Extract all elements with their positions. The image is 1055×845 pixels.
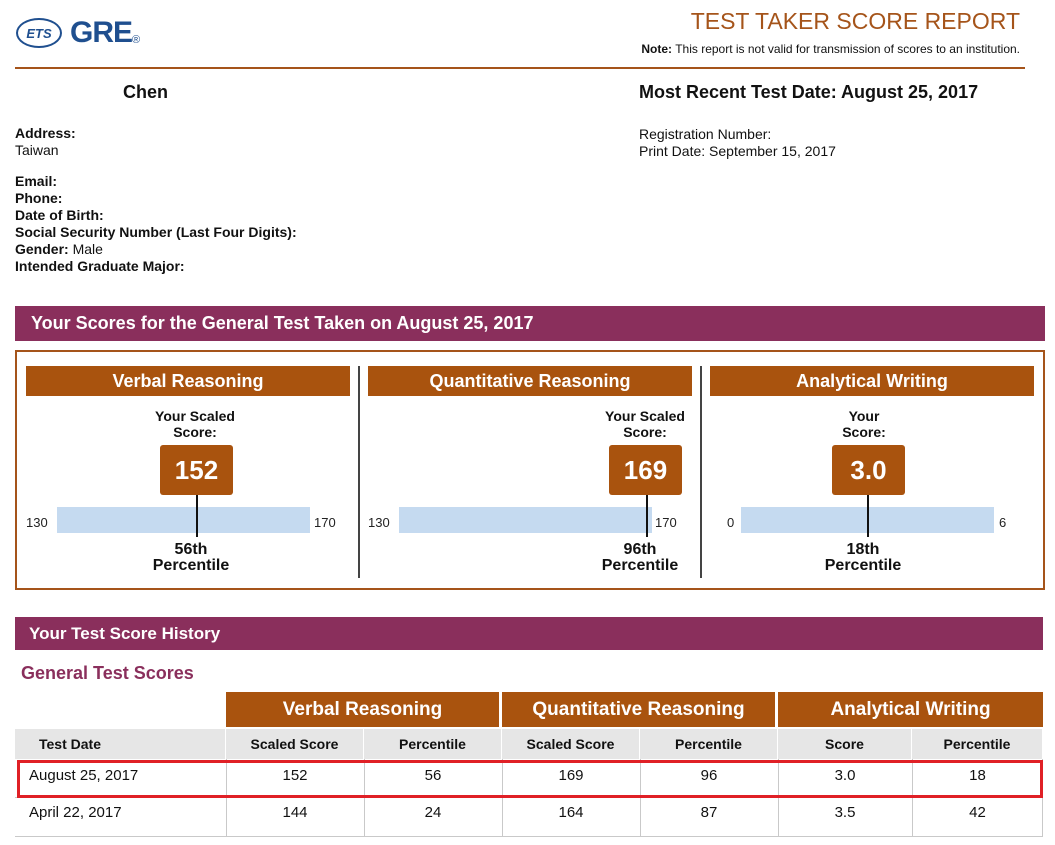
writing-max-label: 6	[999, 515, 1007, 530]
quant-score-label: Your Scaled Score:	[605, 408, 685, 440]
print-date: Print Date: September 15, 2017	[639, 143, 836, 159]
note-label: Note:	[641, 42, 673, 56]
dob-label: Date of Birth:	[15, 207, 104, 223]
column-header-writing-percentile: Percentile	[912, 729, 1043, 759]
quant-max-label: 170	[655, 515, 677, 530]
quant-score-marker	[646, 495, 648, 537]
history-row-date: April 22, 2017	[29, 803, 122, 821]
history-section-title: Your Test Score History	[29, 623, 221, 643]
header-divider	[15, 67, 1025, 69]
registration-number-label: Registration Number:	[639, 126, 772, 142]
table-row: April 22, 2017 144 24 164 87 3.5 42	[15, 797, 1043, 827]
history-row-quant-percentile: 87	[700, 803, 718, 821]
phone-label: Phone:	[15, 190, 63, 206]
verbal-section-header: Verbal Reasoning	[26, 366, 350, 396]
verbal-percentile: 56th Percentile	[152, 541, 230, 574]
history-row-verbal-scaled: 144	[282, 803, 308, 821]
verbal-min-label: 130	[26, 515, 48, 530]
gre-wordmark: GRE	[70, 16, 133, 49]
quant-min-label: 130	[368, 515, 390, 530]
writing-score-marker	[867, 495, 869, 537]
quant-score-box: 169	[609, 445, 682, 495]
quant-section-header: Quantitative Reasoning	[368, 366, 692, 396]
ssn-label: Social Security Number (Last Four Digits…	[15, 224, 297, 240]
column-header-writing-score: Score	[778, 729, 912, 759]
verbal-score-box: 152	[160, 445, 233, 495]
table-row: August 25, 2017 152 56 169 96 3.0 18	[15, 760, 1043, 790]
history-row-writing-percentile: 18	[969, 766, 986, 784]
note-text: This report is not valid for transmissio…	[675, 42, 1020, 56]
recent-score-highlight	[17, 760, 1043, 798]
history-section-header: Your Test Score History	[15, 617, 1043, 650]
quant-score-bar	[399, 507, 652, 533]
writing-section-header: Analytical Writing	[710, 366, 1034, 396]
history-row-writing-percentile: 42	[969, 803, 986, 821]
report-note: Note: This report is not valid for trans…	[641, 42, 1020, 56]
most-recent-test-date: Most Recent Test Date: August 25, 2017	[639, 82, 979, 102]
history-row-writing-score: 3.5	[834, 803, 856, 821]
history-row-date: August 25, 2017	[29, 766, 139, 784]
column-header-verbal-percentile: Percentile	[364, 729, 502, 759]
history-group-verbal: Verbal Reasoning	[226, 692, 499, 727]
history-row-quant-scaled: 164	[558, 803, 584, 821]
general-test-scores-title: General Test Scores	[21, 663, 194, 683]
candidate-name: Chen	[123, 82, 168, 102]
writing-score-box: 3.0	[832, 445, 905, 495]
verbal-score-marker	[196, 495, 198, 537]
scores-section-header: Your Scores for the General Test Taken o…	[15, 306, 1045, 341]
column-header-verbal-scaled: Scaled Score	[226, 729, 364, 759]
address-label: Address:	[15, 125, 76, 141]
contact-block: Email: Phone: Date of Birth: Social Secu…	[15, 173, 297, 275]
address-value: Taiwan	[15, 142, 59, 158]
major-label: Intended Graduate Major:	[15, 258, 185, 274]
gre-logo: ETS GRE ®	[16, 16, 140, 50]
writing-score-label: Your Score:	[842, 408, 886, 440]
history-row-writing-score: 3.0	[834, 766, 856, 784]
gender-label: Gender:	[15, 241, 69, 257]
scores-section-title: Your Scores for the General Test Taken o…	[31, 313, 534, 333]
score-panel	[15, 350, 1045, 590]
section-divider	[700, 366, 702, 578]
report-title: TEST TAKER SCORE REPORT	[690, 8, 1020, 34]
report-meta-block: Registration Number: Print Date: Septemb…	[639, 126, 836, 160]
column-header-test-date: Test Date	[15, 729, 226, 759]
ets-badge: ETS	[16, 18, 62, 48]
writing-percentile: 18th Percentile	[824, 541, 902, 574]
history-group-quant: Quantitative Reasoning	[502, 692, 775, 727]
history-row-verbal-percentile: 56	[424, 766, 442, 784]
verbal-score-label: Your Scaled Score:	[155, 408, 235, 440]
column-header-quant-percentile: Percentile	[640, 729, 778, 759]
verbal-max-label: 170	[314, 515, 336, 530]
section-divider	[358, 366, 360, 578]
history-row-quant-scaled: 169	[558, 766, 584, 784]
history-row-verbal-scaled: 152	[282, 766, 308, 784]
registered-mark: ®	[132, 34, 141, 46]
table-row-divider	[15, 836, 1043, 837]
gender-value: Male	[72, 241, 103, 257]
history-row-verbal-percentile: 24	[424, 803, 442, 821]
verbal-score-bar	[57, 507, 310, 533]
history-row-quant-percentile: 96	[700, 766, 718, 784]
quant-percentile: 96th Percentile	[601, 541, 679, 574]
column-header-quant-scaled: Scaled Score	[502, 729, 640, 759]
writing-min-label: 0	[727, 515, 735, 530]
email-label: Email:	[15, 173, 58, 189]
address-block: Address: Taiwan	[15, 125, 76, 159]
history-group-writing: Analytical Writing	[778, 692, 1043, 727]
